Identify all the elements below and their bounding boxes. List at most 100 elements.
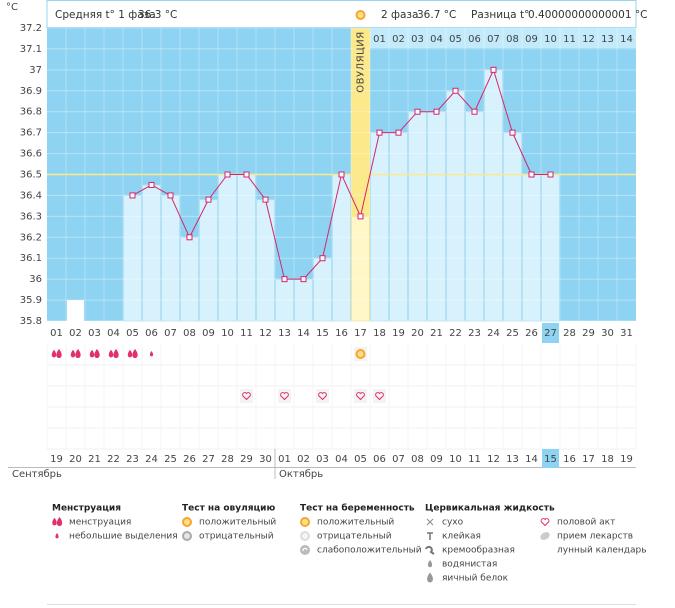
icon — [55, 533, 59, 539]
calendar-date: 12 — [487, 454, 500, 465]
temperature-point — [490, 66, 497, 73]
legend-title: Тест на овуляцию — [182, 504, 275, 514]
legend-label: положительный — [317, 518, 394, 528]
temperature-point — [357, 213, 364, 220]
drop — [56, 517, 63, 526]
icon — [300, 545, 310, 555]
cycle-day: 11 — [240, 328, 253, 339]
luteal-day: 10 — [544, 34, 557, 45]
temperature-point — [224, 171, 231, 178]
heart — [540, 518, 550, 527]
icon — [51, 349, 62, 358]
calendar-date: 25 — [164, 454, 177, 465]
calendar-date: 21 — [88, 454, 101, 465]
icon — [355, 10, 366, 20]
cycle-day: 09 — [202, 328, 215, 339]
drop — [132, 349, 138, 358]
calendar-date: 23 — [126, 454, 139, 465]
temperature-bar — [389, 132, 408, 322]
cycle-day: 28 — [563, 328, 576, 339]
calendar-date: 04 — [335, 454, 348, 465]
icon — [425, 545, 435, 555]
legend-label: отрицательный — [199, 532, 274, 542]
icon-cell — [278, 389, 291, 403]
luteal-day: 12 — [582, 34, 595, 45]
legend-label: отрицательный — [317, 532, 392, 542]
icon — [540, 532, 550, 540]
icon — [427, 572, 433, 583]
cycle-day: 10 — [221, 328, 234, 339]
icon-cell — [354, 389, 367, 403]
drop — [113, 349, 119, 358]
legend-label: водянистая — [442, 560, 497, 570]
cycle-day: 31 — [620, 328, 633, 339]
cycle-day: 12 — [259, 328, 272, 339]
drop — [70, 349, 76, 358]
calendar-date: 20 — [69, 454, 82, 465]
temperature-point — [414, 108, 421, 115]
icon — [300, 531, 310, 541]
heart — [280, 392, 289, 401]
temperature-point — [528, 171, 535, 178]
calendar-date: 27 — [202, 454, 215, 465]
temperature-bar — [541, 174, 560, 322]
sticky — [427, 532, 433, 540]
cycle-day: 25 — [506, 328, 519, 339]
calendar-date: 30 — [259, 454, 272, 465]
icon — [127, 349, 138, 358]
cycle-day: 03 — [88, 328, 101, 339]
icon — [356, 392, 365, 401]
y-tick-label: 35.8 — [20, 316, 42, 327]
icon — [355, 349, 366, 359]
drop — [149, 351, 154, 357]
icon-cell — [373, 389, 386, 403]
calendar-date: 02 — [297, 454, 310, 465]
icon — [427, 532, 433, 540]
calendar-date: 05 — [354, 454, 367, 465]
luteal-day: 11 — [563, 34, 576, 45]
calendar-date: 07 — [392, 454, 405, 465]
cycle-day: 20 — [411, 328, 424, 339]
calendar-date: 15 — [544, 454, 557, 465]
icon-cell — [316, 389, 329, 403]
luteal-day: 05 — [449, 34, 462, 45]
drop — [52, 517, 57, 526]
cycle-day: 22 — [449, 328, 462, 339]
phase1-label: Средняя t° 1 фаза — [55, 9, 156, 21]
ovulation-label: ОВУЛЯЦИЯ — [356, 31, 367, 93]
legend-label: половой акт — [557, 518, 615, 528]
unit: °C — [6, 2, 18, 13]
drop — [55, 533, 59, 539]
header-box — [46, 0, 637, 28]
icon — [70, 349, 81, 358]
phase2-label: 2 фаза — [381, 9, 418, 21]
cycle-day: 01 — [50, 328, 63, 339]
temperature-point — [281, 276, 288, 283]
icon — [540, 518, 550, 527]
icon — [149, 351, 154, 357]
phase2-value: 36.7 °C — [417, 9, 456, 21]
temperature-bar — [351, 215, 370, 322]
circle — [300, 545, 310, 555]
icon — [182, 517, 192, 527]
luteal-day: 09 — [525, 34, 538, 45]
y-tick-label: 36.2 — [20, 232, 42, 243]
cycle-day: 27 — [544, 328, 557, 339]
calendar-date: 28 — [221, 454, 234, 465]
calendar-date: 18 — [601, 454, 614, 465]
temperature-point — [319, 255, 326, 262]
icon — [318, 392, 327, 401]
temperature-point — [205, 196, 212, 203]
temperature-bar — [313, 257, 332, 322]
lunar-cell — [67, 300, 84, 321]
temperature-point — [471, 108, 478, 115]
y-tick-label: 35.9 — [20, 295, 42, 306]
y-tick-label: 36 — [29, 274, 42, 285]
cycle-day: 26 — [525, 328, 538, 339]
cycle-day: 24 — [487, 328, 500, 339]
cycle-day: 07 — [164, 328, 177, 339]
heart — [318, 392, 327, 401]
drop — [89, 349, 95, 358]
luteal-day: 13 — [601, 34, 614, 45]
